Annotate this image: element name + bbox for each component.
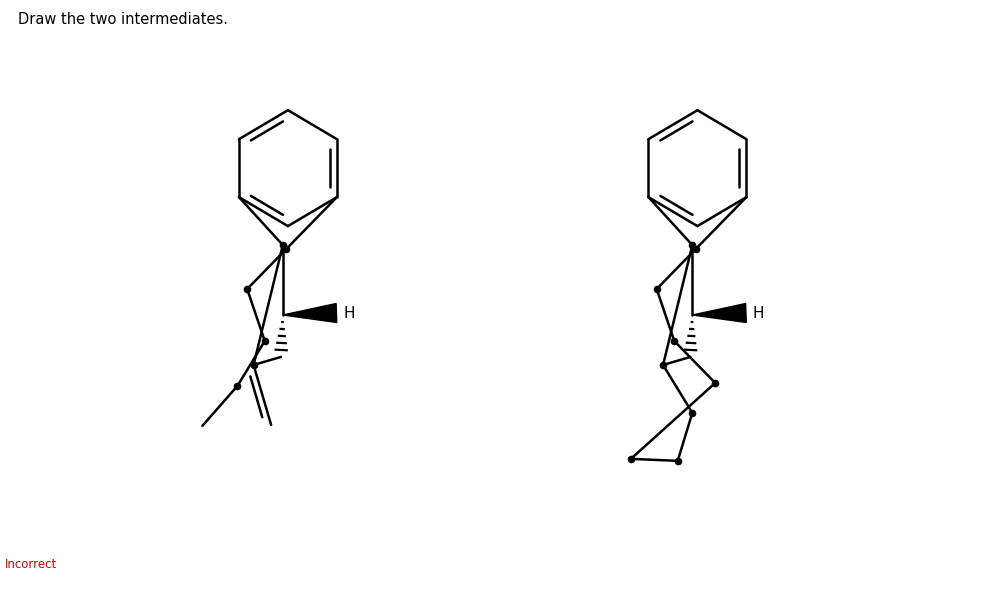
Text: Draw the two intermediates.: Draw the two intermediates. xyxy=(18,12,228,27)
Text: Incorrect: Incorrect xyxy=(5,558,57,571)
Text: H: H xyxy=(344,306,355,320)
Text: H: H xyxy=(753,306,764,320)
Polygon shape xyxy=(282,303,337,323)
Polygon shape xyxy=(692,303,747,323)
